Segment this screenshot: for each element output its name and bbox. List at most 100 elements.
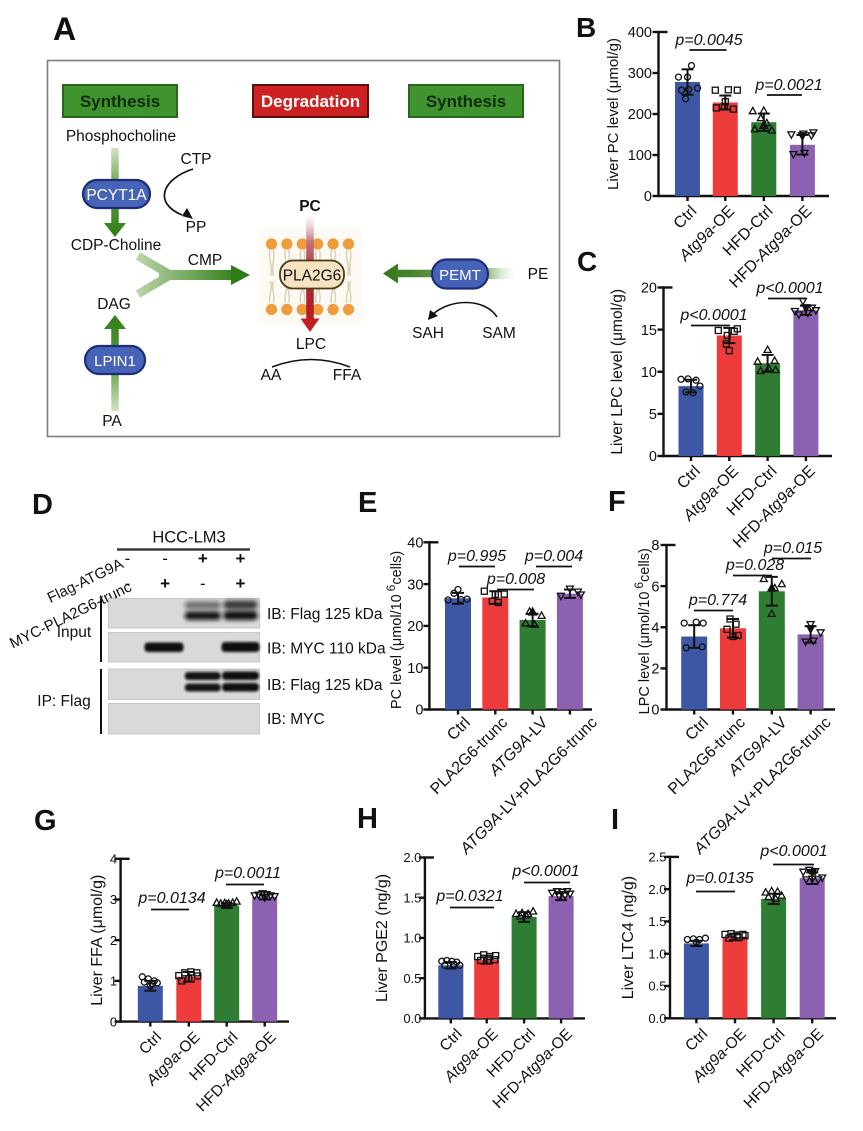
svg-text:p<0.0001: p<0.0001: [755, 280, 823, 297]
svg-text:-: -: [162, 549, 168, 568]
svg-text:IB: Flag 125 kDa: IB: Flag 125 kDa: [267, 677, 383, 694]
svg-text:E: E: [358, 487, 377, 519]
svg-text:200: 200: [628, 107, 652, 123]
svg-text:2: 2: [110, 933, 117, 948]
svg-text:p=0.0011: p=0.0011: [214, 865, 281, 882]
svg-text:AA: AA: [261, 367, 282, 384]
svg-text:CTP: CTP: [181, 151, 212, 168]
svg-text:100: 100: [628, 148, 652, 164]
svg-text:+: +: [160, 574, 170, 593]
svg-text:3: 3: [110, 892, 117, 907]
svg-text:Input: Input: [57, 624, 92, 641]
svg-text:PEMT: PEMT: [439, 267, 481, 284]
svg-text:1.0: 1.0: [648, 946, 666, 961]
svg-text:p=0.0134: p=0.0134: [137, 890, 205, 907]
svg-text:Liver LTC4 (ng/g): Liver LTC4 (ng/g): [620, 876, 637, 999]
svg-text:Phosphocholine: Phosphocholine: [66, 128, 176, 145]
svg-text:0.0: 0.0: [403, 1011, 421, 1026]
svg-text:Synthesis: Synthesis: [426, 92, 506, 111]
svg-text:p=0.028: p=0.028: [725, 557, 784, 574]
svg-text:Liver FFA (μmol/g): Liver FFA (μmol/g): [89, 875, 106, 1006]
svg-text:p=0.995: p=0.995: [447, 548, 506, 565]
svg-text:10: 10: [641, 365, 657, 381]
svg-text:LPC level (μmol/10 6cells): LPC level (μmol/10 6cells): [632, 548, 653, 714]
svg-text:H: H: [357, 803, 378, 835]
svg-text:FFA: FFA: [333, 367, 362, 384]
svg-text:p<0.0001: p<0.0001: [759, 843, 827, 860]
svg-text:F: F: [608, 486, 626, 518]
svg-text:+: +: [198, 549, 208, 568]
svg-text:SAM: SAM: [482, 325, 516, 342]
svg-text:LPC: LPC: [296, 336, 326, 353]
svg-text:8: 8: [651, 538, 659, 554]
svg-text:p=0.008: p=0.008: [486, 571, 545, 588]
svg-text:2.5: 2.5: [648, 850, 666, 865]
svg-text:SAH: SAH: [412, 325, 444, 342]
svg-text:Synthesis: Synthesis: [80, 92, 160, 111]
svg-text:A: A: [53, 11, 76, 47]
svg-text:-: -: [125, 574, 131, 593]
svg-text:HCC-LM3: HCC-LM3: [152, 529, 225, 547]
svg-text:5: 5: [649, 407, 657, 423]
svg-text:20: 20: [407, 619, 423, 635]
svg-text:Degradation: Degradation: [261, 92, 360, 111]
svg-text:1.5: 1.5: [648, 914, 666, 929]
svg-text:0.5: 0.5: [648, 979, 666, 994]
svg-text:0: 0: [415, 703, 423, 719]
svg-text:IB: MYC: IB: MYC: [267, 711, 325, 728]
svg-text:CDP-Choline: CDP-Choline: [71, 237, 161, 254]
svg-text:300: 300: [628, 66, 652, 82]
svg-text:+: +: [236, 549, 246, 568]
svg-text:10: 10: [407, 661, 423, 677]
svg-text:-: -: [125, 549, 131, 568]
svg-text:IB: Flag 125 kDa: IB: Flag 125 kDa: [267, 606, 383, 623]
svg-text:PA: PA: [102, 413, 122, 430]
svg-text:30: 30: [407, 577, 423, 593]
svg-text:C: C: [577, 246, 597, 277]
svg-text:0: 0: [644, 189, 652, 205]
svg-text:0.0: 0.0: [648, 1011, 666, 1026]
svg-text:G: G: [34, 805, 57, 837]
svg-text:LPIN1: LPIN1: [94, 353, 136, 370]
svg-text:Liver PGE2 (ng/g): Liver PGE2 (ng/g): [374, 874, 391, 1002]
svg-text:I: I: [611, 804, 619, 836]
svg-text:6: 6: [651, 579, 659, 595]
svg-text:1.5: 1.5: [403, 890, 421, 905]
svg-text:0: 0: [649, 449, 657, 465]
svg-text:400: 400: [628, 25, 652, 41]
svg-text:p=0.0045: p=0.0045: [674, 32, 742, 49]
svg-text:4: 4: [110, 851, 117, 866]
svg-text:p=0.0021: p=0.0021: [754, 77, 822, 94]
svg-text:p=0.0321: p=0.0321: [435, 888, 503, 905]
svg-text:PP: PP: [186, 219, 207, 236]
svg-text:D: D: [32, 489, 53, 521]
svg-text:B: B: [576, 12, 596, 43]
svg-text:p<0.0001: p<0.0001: [511, 863, 579, 880]
svg-text:40: 40: [407, 536, 423, 552]
svg-text:+: +: [236, 574, 246, 593]
svg-text:IP: Flag: IP: Flag: [37, 693, 90, 710]
svg-text:4: 4: [651, 620, 659, 636]
svg-text:PLA2G6: PLA2G6: [283, 268, 342, 285]
svg-text:2.0: 2.0: [648, 882, 666, 897]
svg-text:1: 1: [110, 974, 117, 989]
svg-text:20: 20: [641, 281, 657, 297]
svg-text:15: 15: [641, 323, 657, 339]
svg-text:p=0.774: p=0.774: [688, 592, 747, 609]
svg-text:PCYT1A: PCYT1A: [86, 187, 147, 204]
svg-text:0: 0: [651, 703, 659, 719]
svg-text:IB: MYC 110 kDa: IB: MYC 110 kDa: [267, 641, 386, 658]
svg-text:0.5: 0.5: [403, 971, 421, 986]
svg-text:PE: PE: [528, 266, 549, 283]
svg-text:-: -: [200, 574, 206, 593]
svg-text:CMP: CMP: [188, 252, 222, 269]
svg-text:2.0: 2.0: [403, 850, 421, 865]
svg-text:p=0.0135: p=0.0135: [685, 870, 753, 887]
svg-text:p<0.0001: p<0.0001: [679, 307, 747, 324]
svg-text:0: 0: [110, 1014, 117, 1029]
svg-text:2: 2: [651, 662, 659, 678]
svg-text:p=0.015: p=0.015: [763, 540, 822, 557]
svg-text:DAG: DAG: [97, 296, 131, 313]
svg-text:p=0.004: p=0.004: [524, 548, 583, 565]
svg-text:Liver PC level (μmol/g): Liver PC level (μmol/g): [605, 38, 622, 190]
